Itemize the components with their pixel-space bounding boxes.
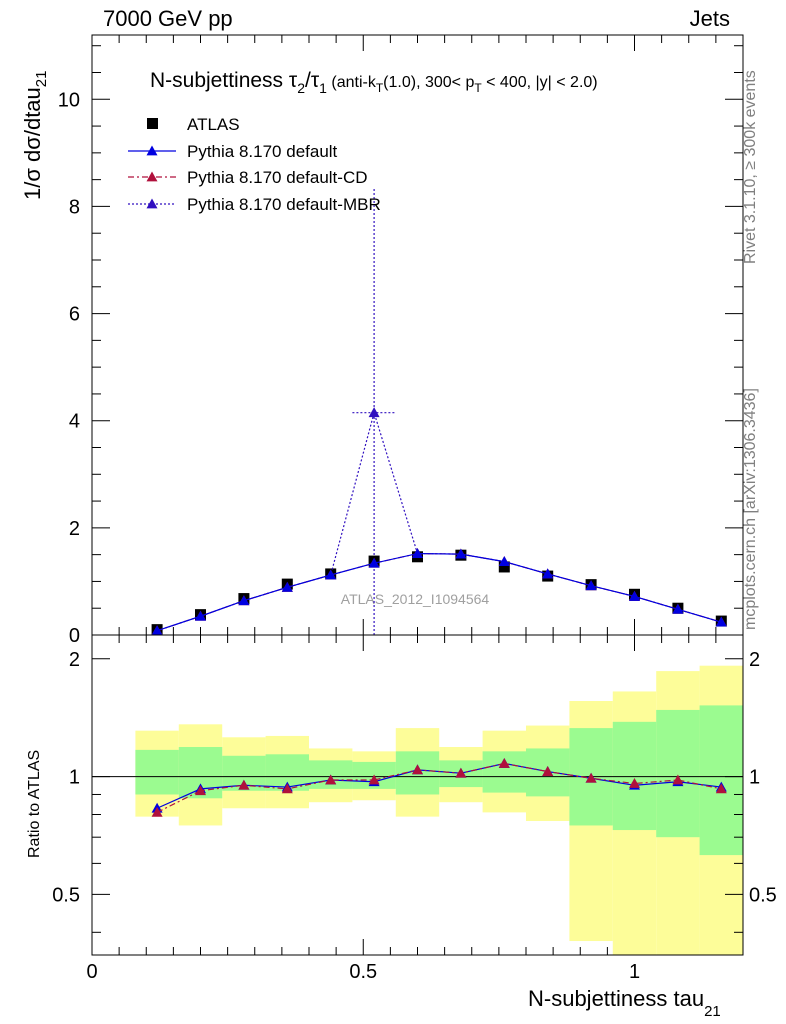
y-tick-label: 10 [58,89,80,111]
header-energy-label: 7000 GeV pp [103,6,233,31]
legend-label: Pythia 8.170 default [187,142,338,161]
legend-marker [146,171,158,182]
title-text: N-subjettiness τ [150,69,298,92]
ratio-marker-1 [368,774,380,785]
ratio-marker-1 [542,766,554,776]
series-marker-1 [238,595,250,606]
ratio-y-tick-label: 2 [69,649,80,671]
ratio-marker-1 [195,785,206,796]
y-tick-label: 2 [69,518,80,540]
legend-label: ATLAS [187,115,240,134]
y-tick-label: 8 [69,196,80,218]
ratio-marker-1 [715,783,727,794]
ratio-marker-1 [412,764,423,775]
series-marker-1 [151,625,163,636]
ratio-marker-1 [585,772,597,783]
legend-marker [146,198,158,209]
ratio-marker-1 [629,778,640,788]
series-marker-1 [498,556,510,567]
series-marker-1 [325,569,337,580]
ratio-marker-1 [498,757,510,768]
ratio-marker-1 [281,783,293,794]
ratio-marker-1 [151,806,163,817]
legend-marker [146,145,158,156]
legend-label: Pythia 8.170 default-MBR [187,195,381,214]
ratio-band-inner [482,751,526,793]
ratio-marker-1 [325,774,337,785]
ratio-marker-1 [455,767,467,778]
ratio-panel: 0 0.5 1 0.5 0.5 1 1 2 2 [52,634,777,983]
series-marker-1 [715,616,727,627]
ratio-band-inner [135,749,179,795]
series-marker-1 [195,610,206,621]
ratio-marker-1 [238,779,250,790]
analysis-watermark: ATLAS_2012_I1094564 [341,591,490,607]
ratio-band-inner [612,721,657,831]
series-line-1 [156,552,722,632]
series-marker-1 [542,568,554,579]
y-tick-label: 6 [69,304,80,326]
ratio-y-axis-label: Ratio to ATLAS [26,750,43,858]
series-marker-1 [412,548,423,558]
ratio-band-inner [656,709,700,838]
ratio-y-tick-label-right: 2 [749,649,760,671]
ratio-y-tick-label-right: 0.5 [749,884,777,906]
ratio-y-tick-label: 1 [69,767,80,789]
series-marker-1 [672,603,684,614]
series-marker-1 [585,580,597,591]
series-marker-1 [629,590,640,601]
x-tick-label: 0 [86,961,97,983]
y-tick-label: 4 [69,411,80,433]
legend: ATLAS Pythia 8.170 default Pythia 8.170 de… [128,115,381,214]
x-tick-label: 0.5 [349,961,377,983]
ratio-y-tick-label-right: 1 [749,767,760,789]
atlas-data-point [498,561,510,573]
main-y-axis-label: 1/σ dσ/dtau21 [20,71,50,200]
main-title: N-subjettiness τ2/τ1 (anti-kT(1.0), 300<… [150,69,598,96]
ratio-frame [91,634,744,956]
legend-marker-atlas [147,118,158,129]
series-marker-1 [368,557,380,568]
series-marker-1 [281,581,293,592]
ratio-marker-1 [672,774,684,785]
y-tick-label: 0 [69,625,80,647]
ratio-line-1 [156,762,722,813]
series-marker-3 [368,407,380,418]
ratio-band-inner [699,705,743,856]
ratio-y-tick-label: 0.5 [52,884,80,906]
x-axis-label: N-subjettiness tau21 [528,986,721,1020]
header-jets-label: Jets [689,6,730,31]
series-marker-1 [455,548,467,559]
x-tick-label: 1 [629,961,640,983]
legend-label: Pythia 8.170 default-CD [187,168,368,187]
